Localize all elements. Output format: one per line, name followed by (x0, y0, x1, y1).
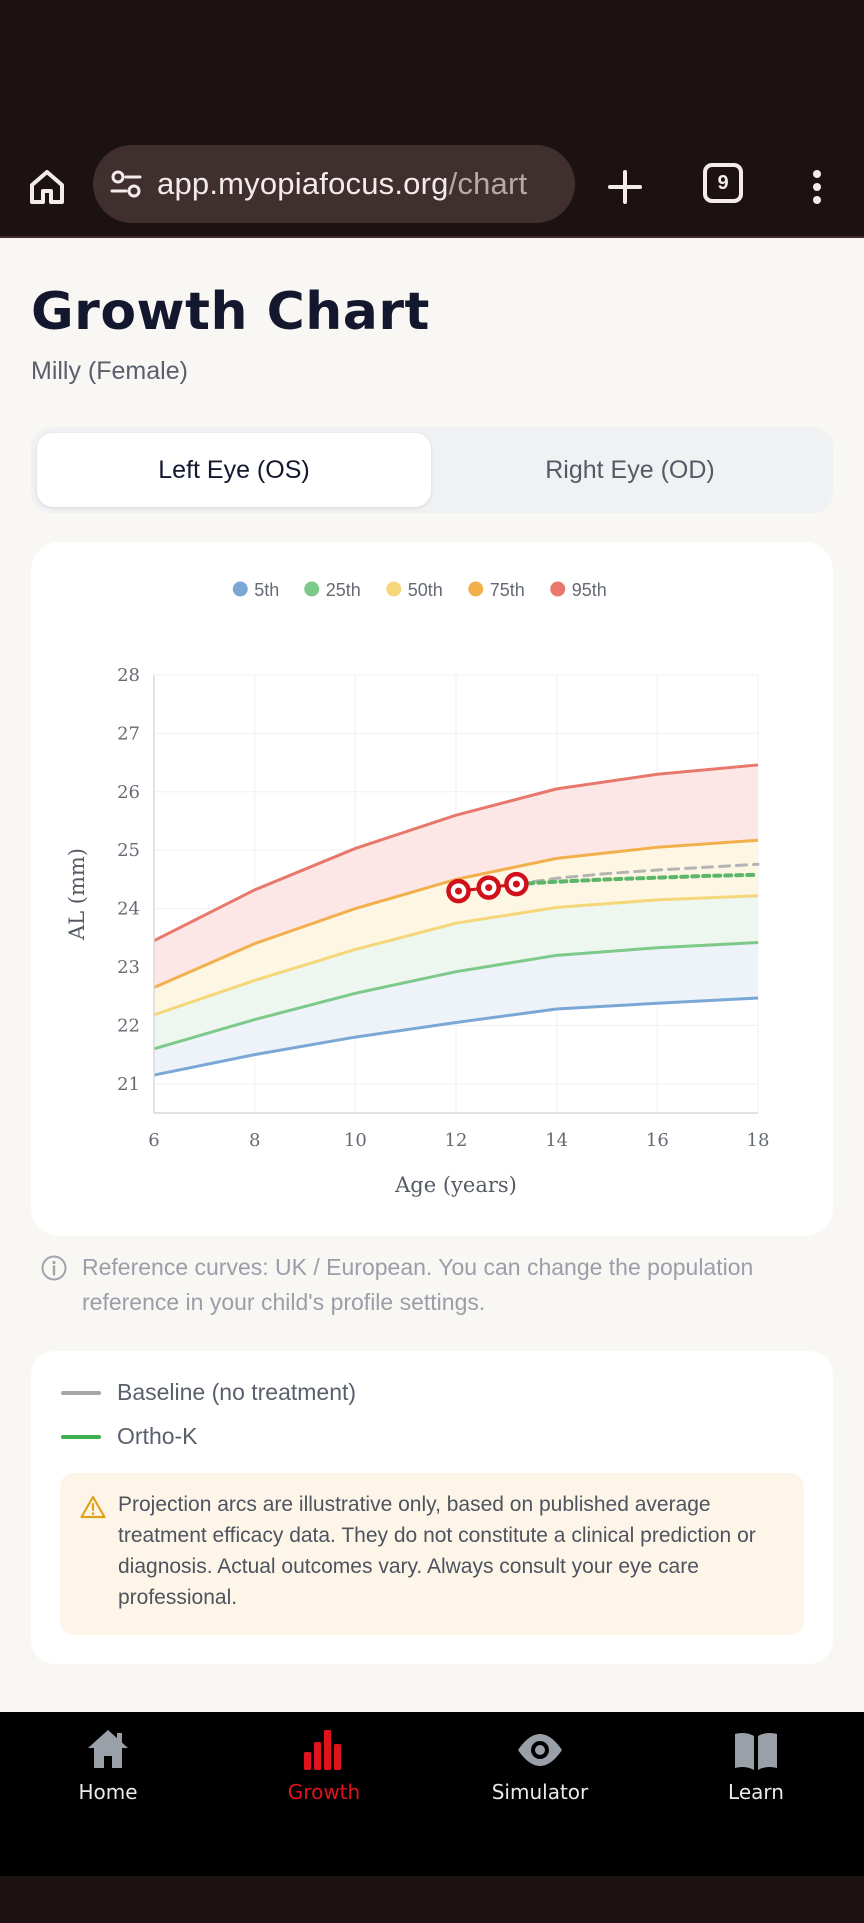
percentile-line-5th (153, 996, 759, 1077)
y-tick-label: 24 (117, 899, 140, 920)
baseline-label: Baseline (no treatment) (117, 1379, 357, 1405)
nav-simulator-label: Simulator (491, 1780, 589, 1804)
growth-chart: 6 8 10 12 14 16 18 21 22 23 24 25 26 27 28 Age (years) A… (65, 580, 770, 1197)
home-icon (88, 1730, 128, 1768)
percentile-band (154, 840, 758, 1015)
baseline-projection-line (514, 862, 760, 886)
nav-learn-label: Learn (728, 1780, 784, 1804)
eye-icon (518, 1734, 562, 1766)
more-vertical-icon (813, 170, 821, 204)
y-tick-label: 28 (117, 665, 140, 686)
warning-icon (80, 1495, 106, 1519)
percentile-line-50th (153, 894, 759, 1017)
legend-label-50th: 50th (408, 580, 443, 600)
tab-switcher-button[interactable]: 9 (703, 163, 743, 203)
x-tick-label: 12 (445, 1130, 468, 1151)
projection-legend-card: Baseline (no treatment) Ortho-K Projecti… (31, 1351, 833, 1664)
child-name-subtitle: Milly (Female) (31, 357, 188, 385)
measurement-point-center (512, 880, 520, 888)
percentile-band (154, 764, 758, 988)
baseline-swatch (61, 1390, 101, 1395)
measurement-point-center (455, 887, 463, 895)
x-tick-label: 6 (148, 1130, 159, 1151)
tab-left-eye[interactable]: Left Eye (OS) (37, 433, 431, 507)
y-tick-label: 25 (117, 840, 140, 861)
status-bar-area (0, 0, 864, 140)
nav-learn[interactable]: Learn (648, 1726, 864, 1826)
nav-simulator[interactable]: Simulator (432, 1726, 648, 1826)
plus-icon (608, 170, 642, 204)
legend-label-5th: 5th (254, 580, 279, 600)
info-icon (41, 1255, 67, 1281)
nav-growth-label: Growth (287, 1780, 361, 1804)
x-tick-label: 8 (249, 1130, 260, 1151)
x-axis-label: Age (years) (394, 1173, 517, 1197)
page-title: Growth Chart (31, 282, 430, 342)
nav-home[interactable]: Home (0, 1726, 216, 1826)
legend-dot-25th (304, 581, 320, 597)
growth-chart-card: 6 8 10 12 14 16 18 21 22 23 24 25 26 27 28 Age (years) A… (31, 542, 833, 1236)
orthok-swatch (61, 1434, 101, 1439)
browser-menu-button[interactable] (800, 162, 834, 212)
x-tick-label: 16 (646, 1130, 669, 1151)
browser-toolbar: app.myopiafocus.org/chart 9 (0, 140, 864, 238)
orthok-label: Ortho-K (117, 1423, 198, 1449)
reference-info-text: Reference curves: UK / European. You can… (82, 1254, 754, 1315)
y-tick-label: 23 (117, 957, 140, 978)
legend-orthok: Ortho-K (61, 1423, 198, 1450)
new-tab-button[interactable] (600, 162, 650, 212)
book-icon (735, 1732, 777, 1770)
percentile-band (154, 942, 758, 1076)
disclaimer-text: Projection arcs are illustrative only, b… (118, 1493, 756, 1609)
y-tick-label: 26 (117, 782, 140, 803)
percentile-line-25th (153, 940, 759, 1051)
measurement-point-center (485, 884, 493, 892)
legend-dot-75th (468, 581, 484, 597)
bottom-navigation: Home Growth Simulator Learn (0, 1712, 864, 1876)
reference-info-note: Reference curves: UK / European. You can… (40, 1250, 800, 1320)
bar-chart-icon (304, 1730, 341, 1770)
x-tick-label: 14 (545, 1130, 568, 1151)
nav-growth[interactable]: Growth (216, 1726, 432, 1826)
orthok-projection-line (514, 872, 760, 887)
legend-label-95th: 95th (572, 580, 607, 600)
y-tick-label: 21 (117, 1074, 140, 1095)
nav-home-label: Home (78, 1780, 138, 1804)
percentile-band (154, 895, 758, 1049)
y-axis-label: AL (mm) (65, 848, 89, 941)
url-text: app.myopiafocus.org/chart (157, 166, 528, 201)
browser-home-button[interactable] (22, 162, 72, 212)
y-tick-label: 22 (117, 1015, 140, 1036)
x-tick-label: 10 (344, 1130, 367, 1151)
legend-label-25th: 25th (326, 580, 361, 600)
legend-baseline: Baseline (no treatment) (61, 1379, 356, 1406)
system-gesture-bar (0, 1876, 864, 1923)
disclaimer-box: Projection arcs are illustrative only, b… (60, 1473, 804, 1635)
legend-dot-95th (550, 581, 566, 597)
legend-dot-5th (232, 581, 248, 597)
eye-selector: Left Eye (OS) Right Eye (OD) (31, 427, 833, 513)
x-tick-label: 18 (747, 1130, 770, 1151)
percentile-line-95th (153, 763, 759, 943)
legend-label-75th: 75th (490, 580, 525, 600)
home-outline-icon (30, 170, 64, 204)
y-tick-label: 27 (117, 723, 140, 744)
tab-right-eye[interactable]: Right Eye (OD) (545, 455, 715, 484)
site-settings-icon[interactable] (109, 167, 143, 201)
address-bar[interactable]: app.myopiafocus.org/chart (93, 145, 575, 223)
legend-dot-50th (386, 581, 402, 597)
